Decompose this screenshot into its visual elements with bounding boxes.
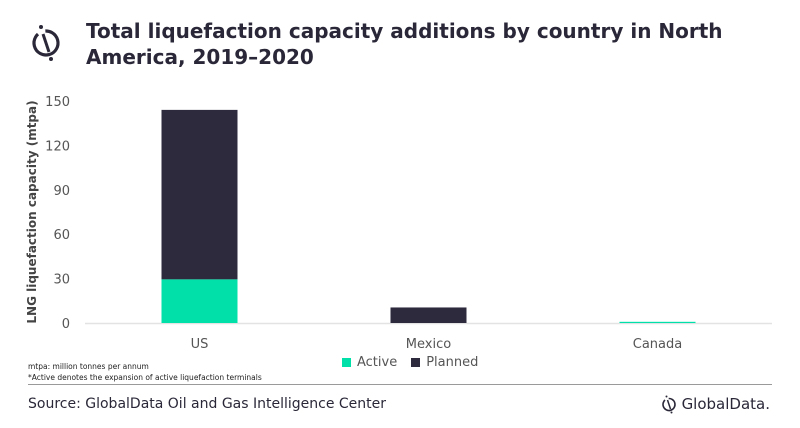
bar-mexico-planned bbox=[390, 307, 467, 323]
chart-title: Total liquefaction capacity additions by… bbox=[86, 19, 723, 69]
footer-divider bbox=[28, 384, 772, 385]
y-tick-label: 60 bbox=[53, 228, 70, 243]
legend-item-planned: Planned bbox=[411, 355, 478, 370]
x-tick-label: Canada bbox=[633, 337, 682, 352]
legend-label-planned: Planned bbox=[426, 355, 479, 370]
bar-canada-active bbox=[619, 321, 696, 324]
legend: Active Planned bbox=[342, 355, 478, 370]
brand-logo: GlobalData. bbox=[660, 394, 770, 414]
footnote-units: mtpa: million tonnes per annum bbox=[28, 362, 149, 371]
x-tick-label: US bbox=[191, 337, 209, 352]
bar-us-active bbox=[161, 279, 238, 323]
legend-item-active: Active bbox=[342, 355, 397, 370]
legend-label-active: Active bbox=[357, 355, 398, 370]
y-tick-label: 120 bbox=[45, 139, 70, 154]
y-tick-label: 150 bbox=[45, 95, 70, 110]
y-tick-label: 90 bbox=[53, 184, 70, 199]
legend-swatch-active bbox=[342, 358, 351, 367]
legend-swatch-planned bbox=[411, 358, 421, 367]
y-tick-label: 30 bbox=[53, 273, 70, 288]
footnote-active: *Active denotes the expansion of active … bbox=[28, 373, 262, 382]
bar-us-planned bbox=[161, 109, 238, 280]
globaldata-logo-icon bbox=[32, 25, 60, 61]
bar-chart: LNG liquefaction capacity (mtpa) 0 30 60 90 1… bbox=[25, 95, 772, 352]
y-tick-label: 0 bbox=[62, 317, 70, 332]
y-axis-label: LNG liquefaction capacity (mtpa) bbox=[25, 100, 39, 323]
globaldata-brand-icon bbox=[661, 395, 676, 414]
brand-name: GlobalData. bbox=[681, 395, 770, 413]
source-text: Source: GlobalData Oil and Gas Intellige… bbox=[28, 396, 387, 412]
x-tick-label: Mexico bbox=[406, 337, 451, 352]
